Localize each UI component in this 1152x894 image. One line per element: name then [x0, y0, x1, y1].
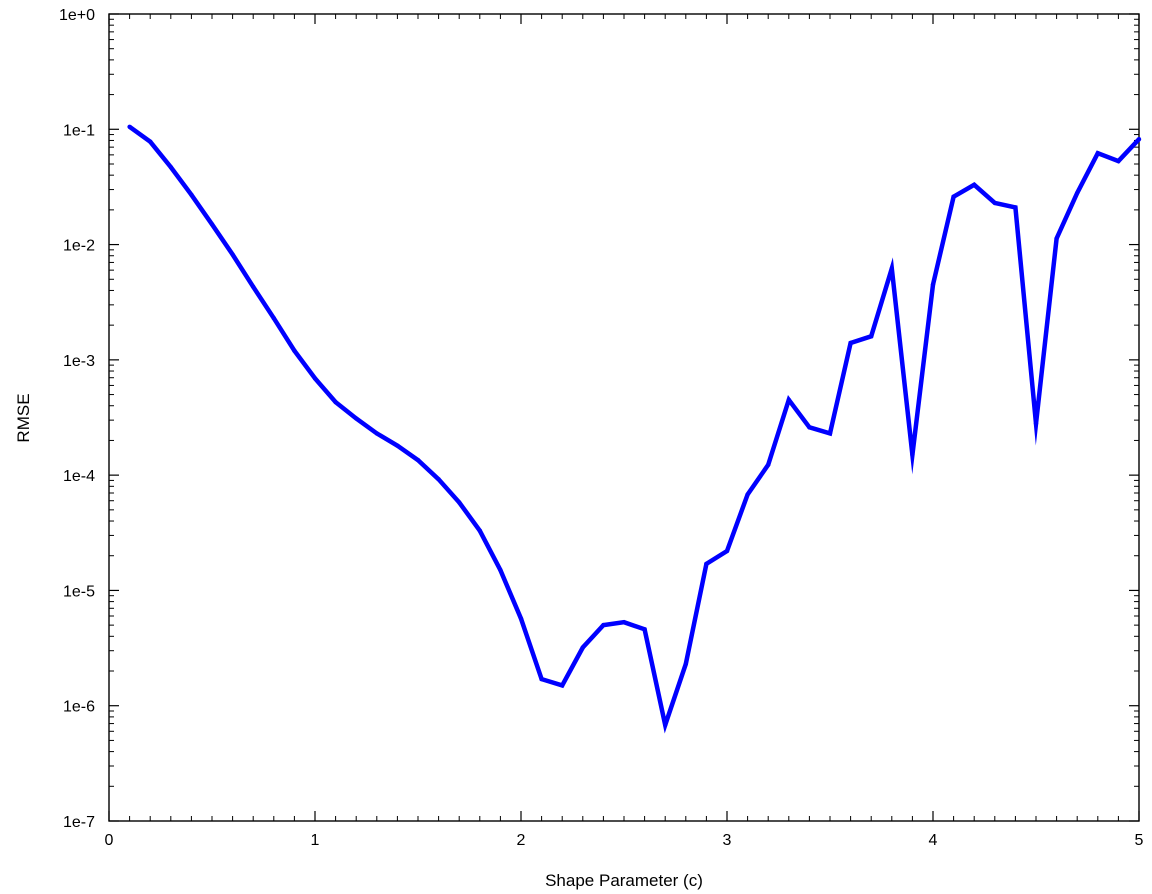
data-point	[1033, 421, 1039, 426]
data-point	[271, 316, 276, 321]
data-point	[1116, 158, 1121, 164]
data-point	[312, 376, 318, 381]
data-point	[436, 477, 441, 482]
data-point	[395, 443, 400, 448]
data-point	[477, 528, 482, 533]
x-tick-label: 0	[105, 832, 114, 849]
plot-area	[109, 14, 1139, 821]
plot-frame	[108, 13, 1140, 822]
data-point	[889, 266, 894, 271]
y-tick-label: 1e-5	[63, 583, 95, 600]
data-point	[560, 683, 565, 688]
data-point	[415, 457, 421, 463]
data-point	[601, 622, 606, 628]
data-point	[951, 194, 956, 199]
data-point	[518, 616, 524, 621]
data-point	[807, 425, 812, 430]
data-point	[992, 200, 997, 206]
data-point	[333, 399, 338, 405]
data-point	[910, 452, 915, 457]
y-axis-label: RMSE	[14, 393, 33, 442]
data-point	[1075, 190, 1080, 196]
data-point	[683, 661, 688, 667]
x-tick-label: 2	[517, 832, 526, 849]
data-point	[230, 252, 235, 257]
data-point	[724, 548, 730, 554]
data-point	[457, 500, 462, 505]
data-point	[1136, 137, 1142, 142]
y-tick-label: 1e-3	[63, 353, 95, 370]
data-point	[539, 676, 544, 682]
data-point	[1095, 151, 1101, 156]
data-point	[848, 340, 853, 346]
data-point	[663, 722, 668, 728]
x-tick-labels: 0 1 2 3 4 5	[105, 832, 1144, 849]
y-tick-labels: 1e-7 1e-6 1e-5 1e-4 1e-3 1e-2 1e-1 1e+0	[59, 7, 95, 831]
x-tick-label: 3	[723, 832, 732, 849]
data-point	[704, 561, 709, 567]
data-point	[972, 182, 977, 187]
data-points	[127, 124, 1142, 728]
data-point	[374, 431, 379, 436]
x-tick-label: 4	[929, 832, 938, 849]
data-point	[498, 567, 503, 573]
data-point	[930, 282, 936, 287]
data-point	[827, 431, 833, 436]
rmse-series-line	[128, 124, 1141, 734]
data-point	[209, 222, 215, 227]
data-point	[127, 124, 132, 129]
data-point	[621, 620, 627, 625]
x-tick-label: 1	[311, 832, 320, 849]
data-point	[580, 645, 585, 650]
data-point	[745, 492, 750, 497]
data-point	[766, 462, 771, 467]
data-point	[786, 397, 791, 402]
data-point	[642, 627, 647, 632]
y-tick-label: 1e-7	[63, 814, 95, 831]
y-tick-label: 1e-4	[63, 468, 95, 485]
data-point	[354, 416, 359, 421]
y-tick-label: 1e-1	[63, 122, 95, 139]
y-tick-label: 1e-6	[63, 699, 95, 716]
data-point	[1013, 205, 1018, 210]
y-tick-label: 1e-2	[63, 238, 95, 255]
x-axis-label: Shape Parameter (c)	[545, 871, 703, 890]
data-point	[292, 348, 297, 353]
y-tick-label: 1e+0	[59, 7, 95, 24]
data-point	[148, 139, 153, 144]
x-tick-label: 5	[1135, 832, 1144, 849]
data-point	[1054, 236, 1059, 241]
data-point	[869, 334, 874, 339]
data-point	[168, 164, 173, 170]
data-point	[251, 284, 256, 289]
data-point	[189, 192, 194, 197]
